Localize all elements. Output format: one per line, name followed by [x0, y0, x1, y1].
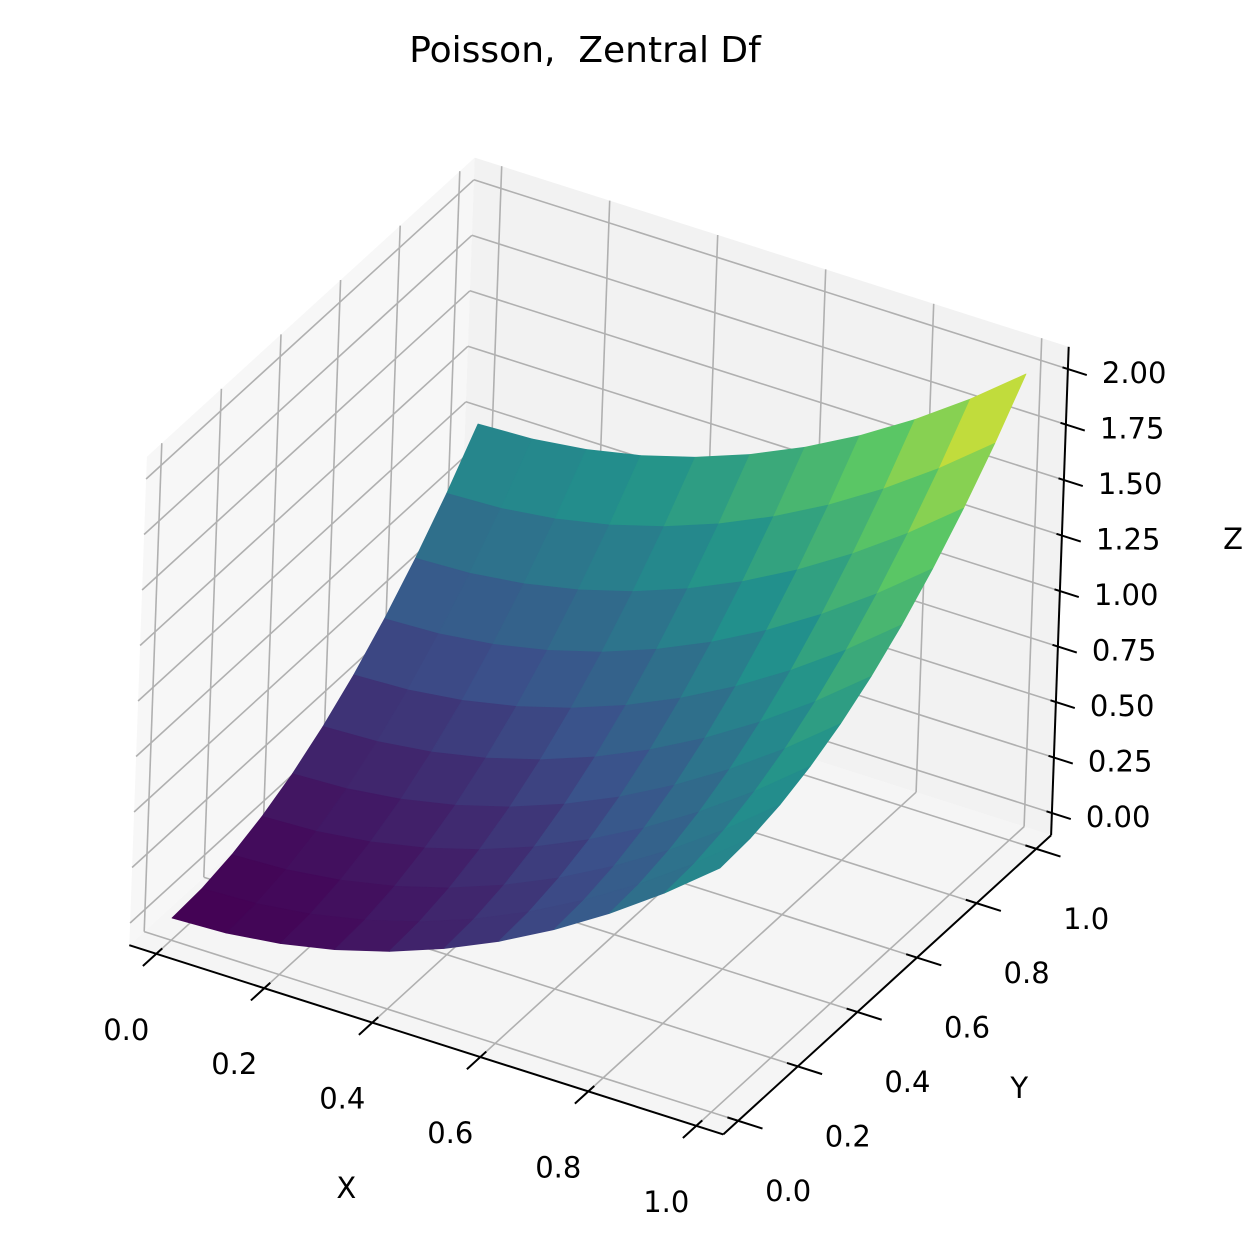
grid-line	[695, 826, 1025, 1127]
y-tick	[905, 953, 942, 967]
z-tick-label: 0.50	[1090, 689, 1155, 723]
x-tick	[142, 947, 163, 967]
x-tick-label: 1.0	[643, 1185, 689, 1219]
y-axis-label: Y	[1009, 1071, 1028, 1105]
z-tick	[1054, 588, 1080, 598]
z-tick	[1060, 421, 1086, 432]
x-tick-label: 0.2	[211, 1047, 257, 1081]
y-tick	[727, 1116, 763, 1130]
x-tick-label: 0.6	[427, 1116, 473, 1150]
z-tick	[1062, 366, 1088, 376]
z-tick-label: 0.25	[1088, 745, 1153, 779]
grid-line	[145, 179, 475, 480]
x-tick	[682, 1119, 703, 1139]
z-tick-label: 1.50	[1098, 467, 1163, 501]
y-axis-line	[722, 834, 1052, 1136]
grid-line	[471, 234, 1067, 426]
z-tick-label: 1.75	[1100, 412, 1165, 446]
y-tick-label: 0.6	[944, 1011, 990, 1045]
x-tick-label: 0.4	[319, 1082, 365, 1116]
grid-line	[473, 179, 1069, 370]
x-tick-label: 0.0	[103, 1013, 149, 1047]
y-tick-label: 0.8	[1004, 956, 1050, 990]
z-tick	[1046, 810, 1072, 820]
z-tick-label: 1.00	[1094, 578, 1159, 612]
z-tick	[1048, 754, 1074, 765]
z-tick-label: 2.00	[1102, 356, 1167, 390]
y-tick-label: 0.2	[825, 1119, 871, 1153]
z-tick-label: 0.75	[1092, 634, 1157, 668]
z-tick-label: 1.25	[1096, 523, 1161, 557]
x-axis-label: X	[336, 1171, 356, 1205]
grid-line	[139, 345, 469, 647]
x-tick	[466, 1050, 487, 1070]
x-tick-label: 0.8	[535, 1150, 581, 1184]
grid-line	[137, 401, 467, 702]
surface-face	[664, 838, 751, 894]
z-tick	[1052, 643, 1078, 654]
y-tick-label: 0.4	[884, 1065, 930, 1099]
grid-line	[135, 456, 465, 758]
z-tick-label: 0.00	[1086, 800, 1151, 834]
z-tick	[1050, 699, 1076, 709]
z-axis-label: Z	[1223, 522, 1243, 556]
y-tick	[1025, 844, 1061, 858]
y-tick	[965, 898, 1002, 912]
x-tick	[574, 1085, 595, 1105]
x-tick	[250, 982, 271, 1002]
y-tick-label: 0.0	[765, 1174, 811, 1208]
chart-title: Poisson, Zentral Df	[409, 30, 762, 71]
y-tick	[846, 1007, 883, 1021]
grid-line	[141, 290, 471, 591]
x-tick	[358, 1016, 379, 1036]
grid-line	[143, 234, 473, 536]
z-tick	[1056, 532, 1082, 543]
grid-line	[587, 791, 917, 1092]
y-tick	[786, 1062, 823, 1076]
x-axis-line	[128, 944, 724, 1136]
y-tick-label: 1.0	[1063, 902, 1109, 936]
z-tick	[1058, 477, 1084, 487]
grid-line	[133, 512, 463, 813]
grid-line	[143, 930, 739, 1122]
